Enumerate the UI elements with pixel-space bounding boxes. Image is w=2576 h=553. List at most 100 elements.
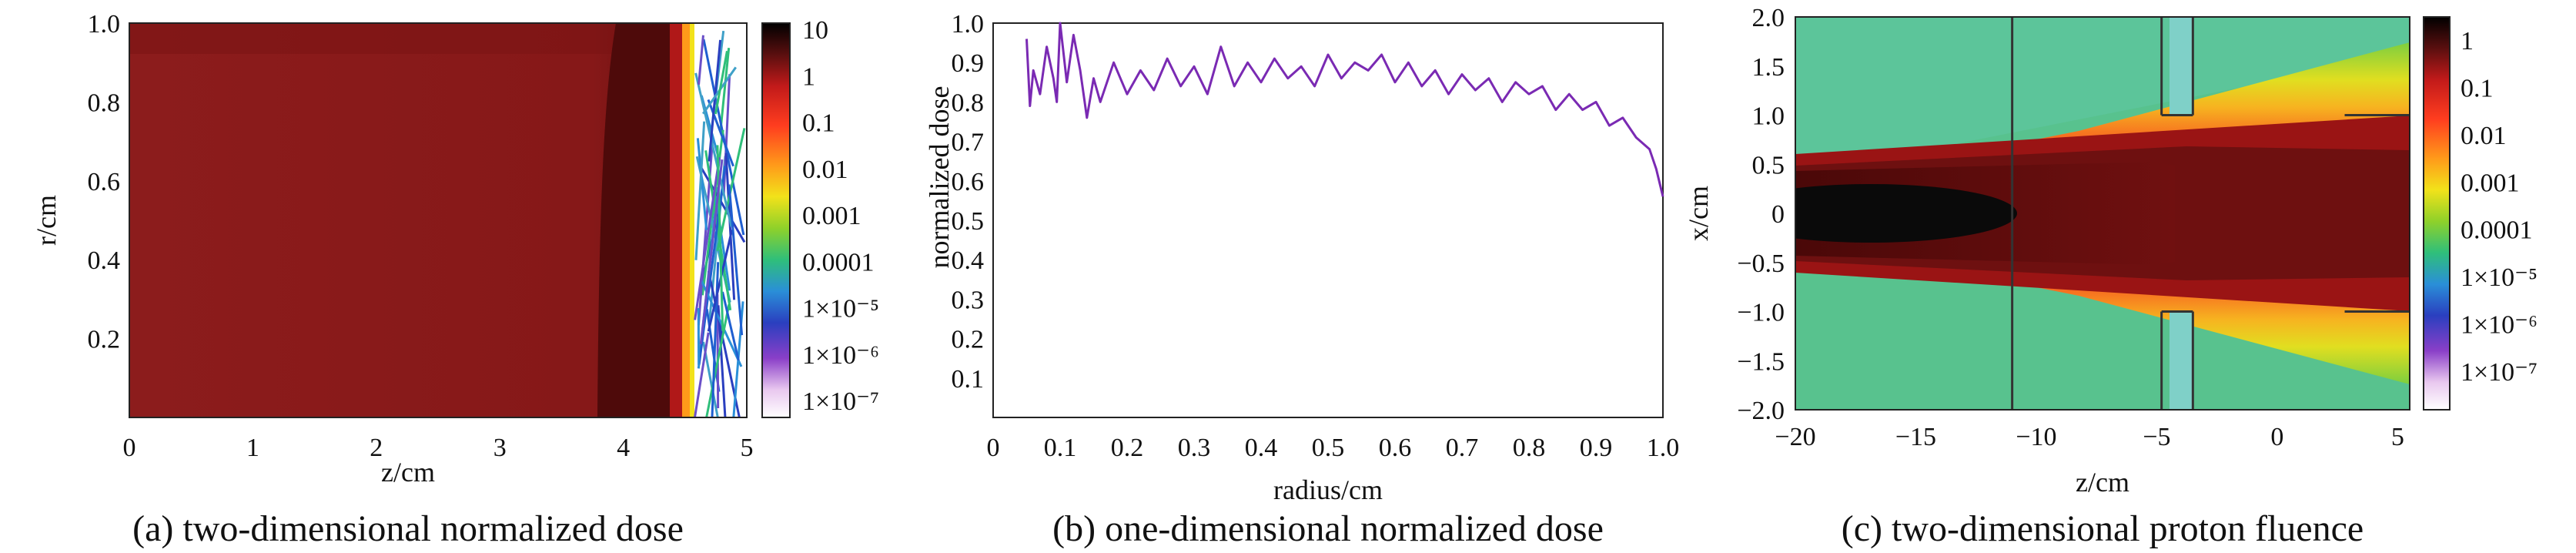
y-tick-a: 0.4 [88,246,121,275]
y-tick-c: 0 [1771,200,1785,229]
y-tick-a: 0.2 [88,326,121,354]
colorbar-labels-c: 1 0.1 0.01 0.001 0.0001 1×10⁻⁵ 1×10⁻⁶ 1×10⁻⁷ [2461,27,2538,387]
x-tick-a: 2 [370,434,383,462]
colorbar-label-a: 0.1 [802,109,835,138]
proton-track [700,279,743,367]
x-tick-b: 0.1 [1044,434,1077,462]
axes-frame-a [129,22,748,418]
x-tick-b: 0.9 [1580,434,1613,462]
x-tick-c: −5 [2143,423,2170,451]
x-axis-label-a: z/cm [381,457,435,488]
x-tick-b: 0.4 [1245,434,1278,462]
colorbar-label-a: 1×10⁻⁵ [802,295,879,323]
proton-track [699,166,746,243]
y-tick-a: 0.8 [88,89,121,117]
colorbar-c [2423,16,2451,411]
colorbar-label-c: 1×10⁻⁵ [2461,263,2538,292]
y-tick-b: 0.7 [952,129,985,157]
fluence-peak [1795,184,2017,243]
colorbar-label-a: 0.0001 [802,248,875,276]
y-tick-c: −1.5 [1737,347,1785,376]
colorbar-label-c: 1×10⁻⁶ [2461,311,2538,340]
x-axis-label-b: radius/cm [1273,474,1383,505]
proton-track [719,48,731,131]
proton-tracks [693,30,746,417]
x-tick-b: 0.3 [1178,434,1211,462]
y-tick-b: 0.3 [952,286,985,314]
proton-track [708,39,722,162]
x-axis-label-c: z/cm [2076,467,2129,498]
y-tick-c: 1.5 [1752,53,1785,82]
caption-c: (c) two-dimensional proton fluence [1842,508,2364,549]
proton-track [694,121,706,260]
colorbar-label-c: 0.1 [2461,74,2494,102]
proton-track [702,39,745,236]
fluence-heatmap [1795,17,2410,410]
y-tick-c: −0.5 [1737,250,1785,278]
colorbar-label-a: 0.01 [802,156,848,184]
x-tick-b: 1.0 [1647,434,1680,462]
y-tick-labels-c: −2.0 −1.5 −1.0 −0.5 0 0.5 1.0 1.5 2.0 [1737,4,1785,425]
panel-b-line-chart: 0 0.1 0.2 0.3 0.4 0.5 0.6 0.7 0.8 0.9 1.0 0.10.20.… [924,10,1679,549]
x-tick-a: 3 [493,434,507,462]
colorbar-a [761,22,791,418]
x-tick-b: 0.6 [1379,434,1412,462]
y-tick-b: 0.2 [952,326,985,354]
y-axis-label-b: normalized dose [924,86,955,269]
x-tick-b: 0.2 [1111,434,1144,462]
dose-edge-orange [682,23,690,417]
aperture-scatter-top [2170,17,2193,115]
x-tick-b: 0.8 [1513,434,1546,462]
proton-track [705,303,731,417]
x-tick-a: 5 [741,434,754,462]
panel-a-dose-map: 0 1 2 3 4 5 0.2 0.4 0.6 0.8 1.0 z/cm r/cm 10 1 0.1 0… [31,10,879,549]
y-tick-c: −2.0 [1737,397,1785,425]
beamline-structure [2011,17,2410,410]
x-tick-labels-a: 0 1 2 3 4 5 [123,434,754,462]
x-tick-a: 1 [246,434,259,462]
y-tick-labels-a: 0.2 0.4 0.6 0.8 1.0 [88,10,121,354]
colorbar-label-c: 1 [2461,27,2474,55]
y-tick-b: 0.9 [952,49,985,78]
x-tick-labels-c: −20 −15 −10 −5 0 5 [1775,423,2404,451]
y-tick-b: 0.8 [952,89,985,117]
x-tick-c: 0 [2270,423,2283,451]
proton-track [716,145,724,331]
axes-frame-c [1795,16,2410,411]
proton-track [728,184,744,336]
dose-edge-yellow [690,23,694,417]
y-tick-b: 0.1 [952,365,985,394]
proton-track [697,136,714,326]
x-tick-c: −15 [1895,423,1936,451]
proton-track [699,159,724,345]
proton-track [696,138,708,230]
fluence-outer-top [1795,17,2410,176]
caption-a: (a) two-dimensional normalized dose [132,508,684,549]
colorbar-label-c: 0.001 [2461,169,2520,197]
x-tick-b: 0.7 [1446,434,1479,462]
dose-heatmap [129,23,747,417]
x-tick-b: 0.5 [1312,434,1345,462]
proton-track [714,50,728,115]
colorbar-label-a: 1×10⁻⁶ [802,341,879,370]
y-tick-a: 1.0 [88,10,121,39]
proton-track [707,99,734,167]
y-axis-label-a: r/cm [31,195,62,246]
y-tick-labels-b: 0.1 0.2 0.3 0.4 0.5 0.6 0.7 0.8 0.9 1.0 [952,10,985,394]
x-tick-c: −10 [2016,423,2056,451]
proton-track [707,270,741,417]
proton-track [724,152,736,300]
y-tick-b: 0.4 [952,246,985,275]
colorbar-label-a: 0.001 [802,202,861,230]
y-tick-b: 0.6 [952,168,985,196]
y-tick-c: 0.5 [1752,151,1785,179]
colorbar-label-a: 1 [802,62,815,91]
y-axis-label-c: x/cm [1683,186,1714,241]
x-tick-a: 4 [617,434,630,462]
x-tick-a: 0 [123,434,136,462]
y-tick-c: 1.0 [1752,102,1785,131]
proton-track [704,150,732,310]
proton-track [711,262,720,417]
aperture-scatter-bottom [2170,312,2193,410]
y-tick-b: 1.0 [952,10,985,39]
